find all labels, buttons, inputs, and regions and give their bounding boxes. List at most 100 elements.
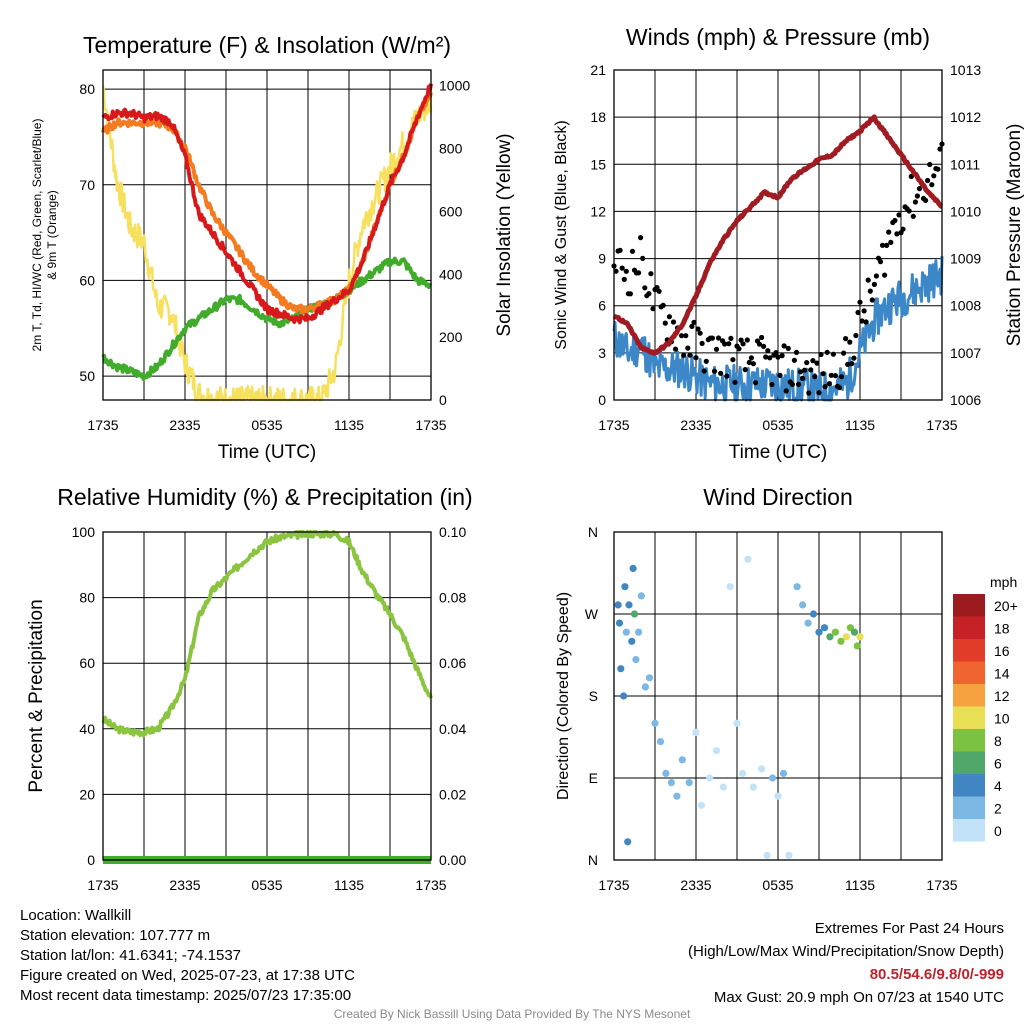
- y-tick-label: 60: [79, 655, 95, 671]
- y-tick-label: N: [588, 524, 598, 540]
- colorbar-label: 14: [994, 666, 1010, 682]
- gust-point: [884, 242, 890, 248]
- wind-direction-point: [673, 792, 681, 800]
- wind-direction-point: [744, 555, 752, 563]
- y2-tick-label: 0.10: [439, 524, 466, 540]
- temperature-y-label-line2: & 9m T (Orange): [45, 190, 59, 280]
- wind-direction-point: [763, 851, 771, 860]
- gust-point: [832, 373, 839, 379]
- max-gust: Max Gust: 20.9 mph On 07/23 at 1540 UTC: [713, 989, 1004, 1006]
- colorbar-swatch: [953, 594, 985, 617]
- colorbar-label: 4: [994, 778, 1002, 794]
- gust-point: [812, 374, 818, 380]
- y2-tick-label: 1010: [950, 203, 981, 219]
- humidity-y-label: Percent & Precipitation: [26, 599, 47, 792]
- x-tick-label: 1135: [334, 417, 364, 433]
- colorbar-swatch: [953, 774, 985, 797]
- temperature-y-label-line1: 2m T, Td, HI/WC (Red, Green, Scarlet/Blu…: [30, 119, 44, 352]
- temperature-panel-title: Temperature (F) & Insolation (W/m²): [83, 32, 451, 58]
- gust-point: [756, 341, 763, 347]
- gust-point: [914, 193, 921, 199]
- wind-direction-point: [799, 601, 807, 609]
- temperature-y2-label: Solar Insolation (Yellow): [494, 133, 515, 336]
- y-tick-label: S: [589, 688, 598, 704]
- extremes-title: Extremes For Past 24 Hours: [814, 920, 1004, 937]
- wind-direction-point: [615, 619, 624, 627]
- plot-border: [613, 69, 943, 401]
- wind-direction-point: [622, 628, 630, 636]
- x-tick-label: 1135: [845, 877, 875, 893]
- x-tick-label: 1735: [598, 417, 629, 433]
- wind-direction-point: [706, 774, 714, 782]
- x-tick-label: 2335: [169, 877, 200, 893]
- gust-point: [672, 346, 679, 352]
- gust-point: [732, 379, 738, 385]
- gust-point: [916, 186, 923, 192]
- gust-point: [687, 352, 693, 358]
- direction-panel-title: Wind Direction: [703, 484, 853, 510]
- gust-point: [621, 276, 627, 282]
- series-sonic-wind: [612, 256, 944, 402]
- x-tick-label: 2335: [680, 417, 711, 433]
- gust-point: [808, 367, 814, 373]
- wind-direction-point: [738, 769, 747, 778]
- figure-created: Figure created on Wed, 2025-07-23, at 17…: [20, 967, 355, 984]
- gust-point: [849, 361, 855, 367]
- gust-point: [763, 354, 769, 360]
- winds-y2-label: Station Pressure (Maroon): [1004, 124, 1024, 347]
- y-tick-label: 6: [598, 298, 606, 314]
- gust-point: [841, 350, 847, 356]
- gust-point: [818, 351, 824, 358]
- x-tick-label: 0535: [251, 417, 282, 433]
- y-tick-label: 0: [598, 392, 606, 408]
- colorbar-label: 18: [994, 621, 1010, 637]
- y-tick-label: 60: [79, 272, 95, 288]
- x-tick-label: 2335: [169, 417, 200, 433]
- gust-point: [847, 339, 853, 345]
- gust-point: [855, 309, 861, 316]
- wind-direction-point: [815, 628, 823, 636]
- gust-point: [906, 208, 912, 214]
- gust-point: [759, 334, 765, 341]
- plot-border: [102, 69, 432, 401]
- gust-point: [722, 341, 728, 347]
- wind-direction-point: [856, 633, 864, 641]
- wind-direction-point: [733, 719, 741, 727]
- y2-tick-label: 600: [439, 203, 463, 219]
- gust-point: [623, 268, 629, 274]
- gust-point: [736, 346, 742, 352]
- gust-point: [800, 375, 806, 381]
- colorbar-swatch: [953, 661, 985, 684]
- gust-point: [627, 291, 634, 297]
- gust-point: [746, 359, 752, 366]
- gust-point: [836, 385, 843, 391]
- colorbar-title: mph: [990, 574, 1017, 590]
- gust-point: [931, 173, 937, 179]
- panel-1: [611, 69, 945, 402]
- gust-point: [750, 361, 757, 367]
- gust-point: [773, 350, 779, 356]
- y-tick-label: 3: [598, 345, 606, 361]
- gust-point: [656, 288, 662, 294]
- gust-point: [779, 353, 785, 359]
- gust-point: [629, 248, 636, 254]
- gust-point: [617, 247, 623, 253]
- gust-point: [613, 268, 619, 274]
- wind-direction-point: [774, 792, 782, 800]
- gust-point: [769, 381, 775, 388]
- x-tick-label: 0535: [762, 417, 793, 433]
- recent-data-timestamp: Most recent data timestamp: 2025/07/23 1…: [20, 987, 352, 1004]
- gust-point: [699, 340, 705, 346]
- y2-tick-label: 0: [439, 392, 447, 408]
- y-tick-label: 20: [79, 786, 95, 802]
- gust-point: [810, 358, 816, 364]
- gust-point: [683, 333, 689, 339]
- station-elevation: Station elevation: 107.777 m: [20, 927, 211, 944]
- gust-point: [679, 333, 685, 339]
- gust-point: [795, 381, 802, 387]
- wind-direction-point: [662, 769, 670, 778]
- gust-point: [830, 351, 837, 357]
- wind-direction-point: [635, 628, 643, 636]
- gust-point: [777, 372, 783, 378]
- gust-point: [783, 388, 789, 394]
